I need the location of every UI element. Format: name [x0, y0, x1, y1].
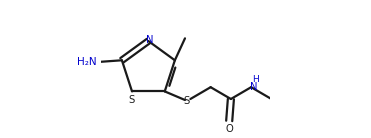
Text: N: N	[146, 35, 154, 45]
Text: S: S	[184, 96, 190, 106]
Text: N: N	[250, 82, 258, 91]
Text: H: H	[252, 75, 259, 84]
Text: O: O	[225, 124, 233, 134]
Text: S: S	[129, 95, 135, 105]
Text: H₂N: H₂N	[77, 57, 97, 67]
